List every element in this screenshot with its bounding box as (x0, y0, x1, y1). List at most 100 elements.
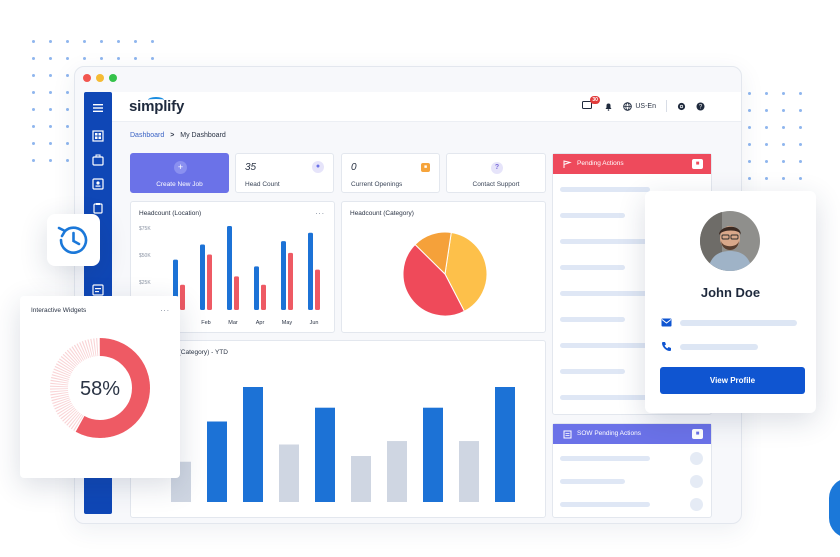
decor-dot (134, 40, 137, 43)
report-icon[interactable] (91, 284, 105, 296)
sow-pending-actions-panel: SOW Pending Actions ■ (552, 423, 712, 518)
create-job-button[interactable]: + Create New Job (130, 153, 229, 193)
chat-launcher-button[interactable] (829, 478, 840, 538)
briefcase-badge-icon: ■ (421, 163, 430, 172)
help-icon[interactable]: ? (696, 102, 705, 111)
sow-pending-actions-title: SOW Pending Actions (577, 430, 641, 437)
decor-dot (49, 125, 52, 128)
decor-dot (782, 92, 785, 95)
close-dot[interactable] (83, 74, 91, 82)
view-profile-button[interactable]: View Profile (660, 367, 805, 394)
x-tick-label: Apr (256, 320, 265, 326)
donut-value-arc (50, 338, 150, 438)
bar (281, 241, 286, 310)
decor-dot (100, 57, 103, 60)
pie-slice (414, 231, 452, 276)
list-item-placeholder (560, 317, 625, 322)
decor-dot (782, 160, 785, 163)
phone-icon (662, 342, 671, 351)
y-tick-label: $75K (139, 226, 151, 232)
history-widget-button[interactable] (47, 214, 100, 266)
bar (288, 252, 293, 310)
decor-dot (134, 57, 137, 60)
decor-dot (799, 160, 802, 163)
minimize-dot[interactable] (96, 74, 104, 82)
decor-dot (49, 142, 52, 145)
messages-button[interactable]: 30 (582, 96, 600, 111)
current-openings-label: Current Openings (351, 181, 403, 188)
x-tick-label: Mar (228, 320, 238, 326)
decor-dot (49, 108, 52, 111)
decor-dot (66, 91, 69, 94)
app-logo[interactable]: simplify (129, 98, 185, 115)
bar (423, 407, 443, 502)
decor-dot (748, 143, 751, 146)
breadcrumb: Dashboard > My Dashboard (130, 132, 226, 139)
decor-dot (748, 126, 751, 129)
decor-dot (83, 57, 86, 60)
top-bar-actions: 30 US-En ? (582, 96, 705, 112)
decor-dot (66, 57, 69, 60)
decor-dot (49, 57, 52, 60)
decor-dot (32, 40, 35, 43)
contact-support-card[interactable]: ? Contact Support (446, 153, 546, 193)
create-job-label: Create New Job (156, 181, 203, 188)
decor-dot (799, 177, 802, 180)
decor-dot (748, 177, 751, 180)
gear-icon[interactable] (677, 102, 686, 111)
decor-dot (49, 91, 52, 94)
dashboard-icon[interactable] (91, 130, 105, 142)
headcount-location-title: Headcount (Location) (139, 210, 202, 217)
decor-dot (66, 142, 69, 145)
ytd-chart-card: t (Category) - YTD (130, 340, 546, 518)
x-tick-label: May (282, 320, 293, 326)
bar (315, 407, 335, 502)
dot-pattern-right (748, 92, 808, 192)
bar (180, 284, 185, 310)
id-card-icon[interactable] (91, 178, 105, 190)
divider (666, 100, 667, 112)
briefcase-icon[interactable] (91, 154, 105, 166)
ytd-chart (171, 387, 515, 502)
more-options-icon[interactable]: ... (315, 207, 325, 216)
list-item-placeholder (560, 479, 625, 484)
pending-actions-header: Pending Actions ■ (553, 154, 711, 174)
decor-dot (151, 40, 154, 43)
delete-icon[interactable]: ■ (692, 159, 703, 169)
decor-dot (32, 142, 35, 145)
language-selector[interactable]: US-En (623, 101, 656, 111)
window-controls (83, 74, 117, 82)
y-tick-label: $25K (139, 280, 151, 286)
list-item-placeholder (560, 369, 625, 374)
decor-dot (765, 143, 768, 146)
decor-dot (66, 40, 69, 43)
contact-support-label: Contact Support (472, 181, 520, 188)
headcount-category-card: Headcount (Category) (341, 201, 546, 333)
breadcrumb-root[interactable]: Dashboard (130, 132, 165, 139)
decor-dot (66, 159, 69, 162)
decor-dot (117, 40, 120, 43)
profile-card: John Doe View Profile (645, 191, 816, 413)
bell-icon[interactable] (604, 102, 613, 111)
decor-dot (32, 74, 35, 77)
avatar[interactable] (700, 211, 760, 271)
notification-badge: 30 (590, 96, 600, 104)
sow-pending-actions-header: SOW Pending Actions ■ (553, 424, 711, 444)
breadcrumb-current: My Dashboard (180, 132, 226, 139)
message-icon (582, 101, 593, 109)
list-item-placeholder (560, 187, 650, 192)
head-count-label: Head Count (245, 181, 280, 188)
delete-icon[interactable]: ■ (692, 429, 703, 439)
interactive-widgets-card: Interactive Widgets ... 58% (20, 296, 180, 478)
maximize-dot[interactable] (109, 74, 117, 82)
decor-dot (765, 160, 768, 163)
current-openings-card[interactable]: 0 Current Openings ■ (341, 153, 440, 193)
clipboard-icon[interactable] (91, 202, 105, 214)
decor-dot (66, 125, 69, 128)
menu-icon[interactable] (91, 102, 105, 114)
head-count-card[interactable]: 35 Head Count ● (235, 153, 334, 193)
decor-dot (799, 143, 802, 146)
more-options-icon[interactable]: ... (160, 304, 170, 313)
bar (207, 421, 227, 502)
